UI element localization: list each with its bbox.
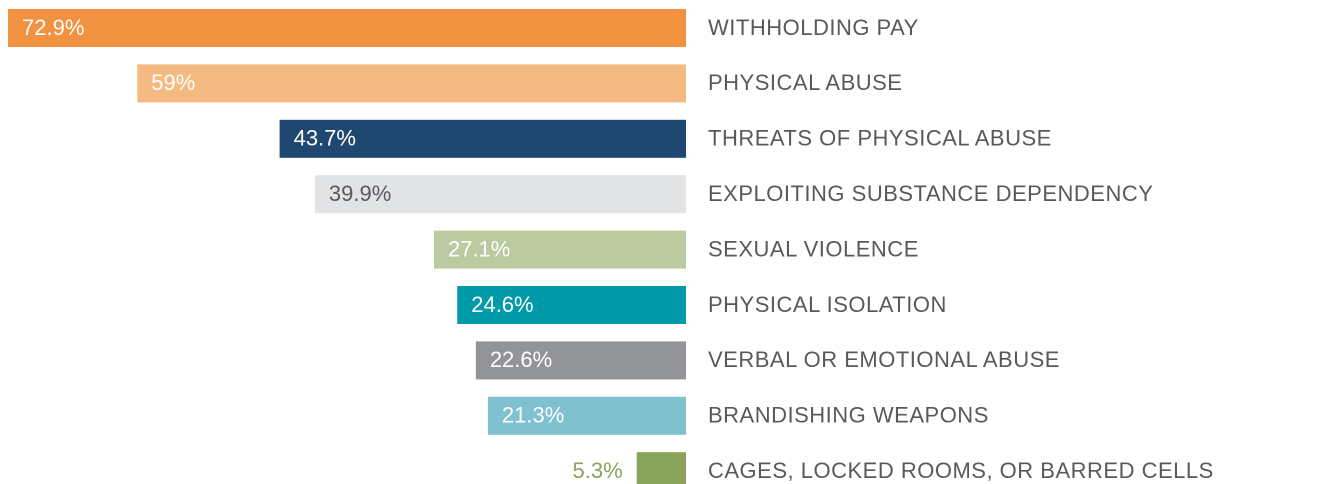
value-label: 72.9%	[22, 15, 84, 40]
category-label: PHYSICAL ISOLATION	[708, 292, 947, 317]
bar	[137, 64, 687, 103]
category-label: WITHHOLDING PAY	[708, 15, 919, 40]
category-label: BRANDISHING WEAPONS	[708, 403, 989, 428]
value-label: 27.1%	[448, 236, 510, 261]
category-label: SEXUAL VIOLENCE	[708, 236, 919, 261]
category-label: CAGES, LOCKED ROOMS, OR BARRED CELLS	[708, 458, 1214, 483]
category-label: VERBAL OR EMOTIONAL ABUSE	[708, 347, 1060, 372]
bar	[433, 230, 686, 269]
value-label: 24.6%	[471, 292, 533, 317]
bar	[487, 396, 686, 435]
value-label: 22.6%	[490, 347, 552, 372]
value-label: 43.7%	[294, 126, 356, 151]
value-label: 39.9%	[329, 181, 391, 206]
bar	[314, 175, 686, 214]
bar	[8, 9, 686, 47]
bar	[457, 286, 686, 324]
bar	[279, 119, 686, 158]
bar	[475, 341, 686, 380]
value-label: 21.3%	[502, 403, 564, 428]
category-label: THREATS OF PHYSICAL ABUSE	[708, 126, 1052, 151]
bar	[636, 452, 686, 484]
category-label: PHYSICAL ABUSE	[708, 70, 902, 95]
category-label: EXPLOITING SUBSTANCE DEPENDENCY	[708, 181, 1153, 206]
value-label: 5.3%	[573, 458, 623, 483]
value-label: 59%	[151, 70, 195, 95]
